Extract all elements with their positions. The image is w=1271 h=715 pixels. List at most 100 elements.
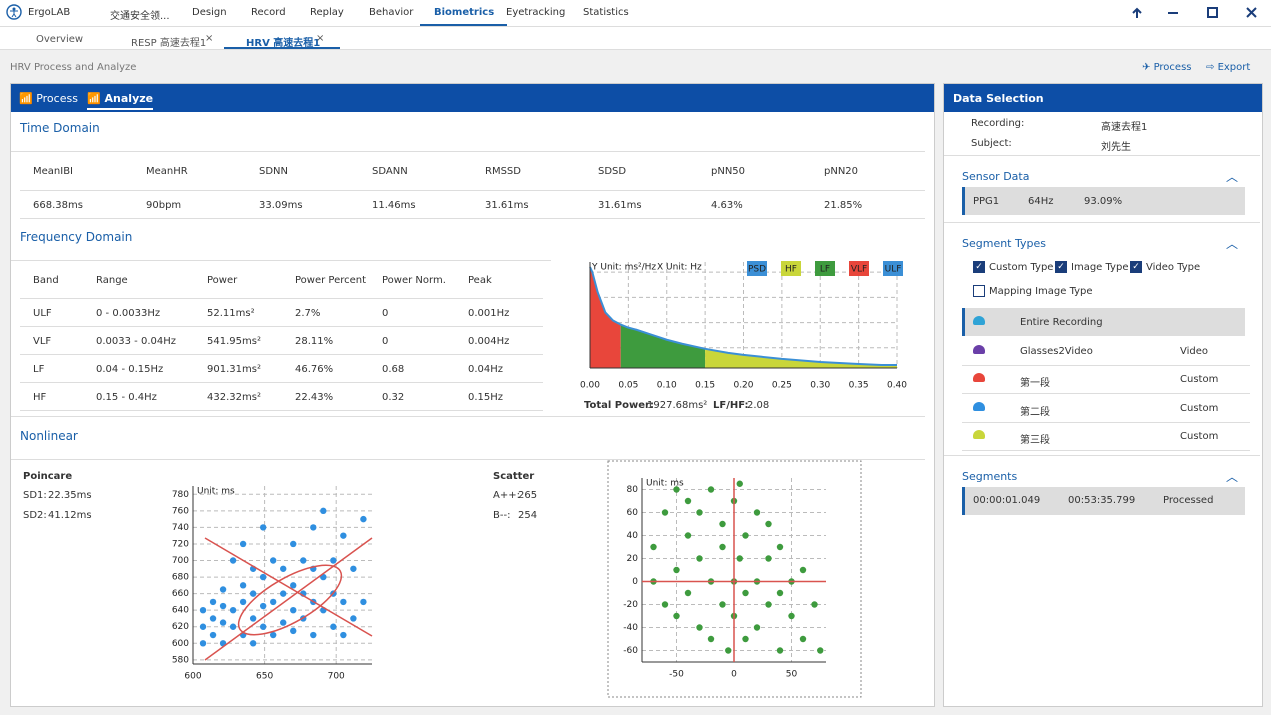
checkbox[interactable]: ✓ <box>1055 261 1067 273</box>
export-action[interactable]: ⇨ Export <box>1206 62 1251 73</box>
nav-item[interactable]: Eyetracking <box>506 7 566 18</box>
point <box>696 555 703 562</box>
column-header: SDNN <box>259 166 289 177</box>
checkbox[interactable]: ✓ <box>973 261 985 273</box>
stat-label: A++: <box>493 490 520 501</box>
tab-close[interactable]: × <box>205 33 214 44</box>
checkbox[interactable]: ✓ <box>1130 261 1142 273</box>
legend-label: PSD <box>748 265 766 275</box>
point <box>330 557 337 564</box>
column-header: Range <box>96 275 128 286</box>
point <box>725 647 732 654</box>
point <box>249 640 257 647</box>
point <box>340 598 347 606</box>
label: Process <box>1153 62 1192 73</box>
point <box>799 635 807 643</box>
info-value: 高速去程1 <box>1101 122 1148 133</box>
x-tick-label: 0.05 <box>618 381 638 391</box>
y-tick-label: 0 <box>632 577 638 587</box>
nav-item[interactable]: Record <box>251 7 286 18</box>
nav-item[interactable]: Design <box>192 7 227 18</box>
point <box>776 647 784 654</box>
point <box>661 509 669 516</box>
point <box>269 631 277 639</box>
segment-name[interactable]: 第三段 <box>1020 435 1050 446</box>
segment-name[interactable]: Entire Recording <box>1020 317 1103 328</box>
stat-value: 41.12ms <box>48 510 92 521</box>
checkbox[interactable] <box>973 285 985 297</box>
section-title: Sensor Data <box>962 170 1030 183</box>
divider <box>962 364 1250 366</box>
tab[interactable]: RESP 高速去程1 <box>131 38 207 49</box>
point <box>229 557 237 564</box>
analyze-tab[interactable]: 📶 Analyze <box>87 92 154 110</box>
point <box>280 590 287 597</box>
point <box>360 598 367 606</box>
process-tab[interactable]: 📶 Process <box>19 92 78 105</box>
column-header: Band <box>33 275 59 286</box>
nav-item[interactable]: Replay <box>310 7 344 18</box>
segment-name[interactable]: 第二段 <box>1020 406 1050 418</box>
collapse[interactable]: ︿ <box>1226 170 1239 184</box>
point <box>300 557 307 564</box>
nav-item[interactable]: Statistics <box>583 7 629 18</box>
cell: 33.09ms <box>259 200 303 211</box>
window-controls[interactable] <box>1130 6 1265 20</box>
collapse[interactable]: ︿ <box>1226 237 1239 251</box>
segment-cell: Processed <box>1163 495 1214 506</box>
y-tick-label: -20 <box>623 600 638 610</box>
app-name: ErgoLAB <box>28 7 71 18</box>
panel-title: Data Selection <box>953 92 1044 105</box>
nav-item[interactable]: 交通安全领... <box>110 11 170 22</box>
point <box>219 602 227 610</box>
label: Process <box>36 92 78 105</box>
y-tick-label: -60 <box>623 646 638 656</box>
cell: 0.001Hz <box>468 308 510 319</box>
legend-label: HF <box>785 265 797 275</box>
point <box>696 624 703 631</box>
point <box>199 623 207 630</box>
point <box>673 486 680 493</box>
segment-name[interactable]: Glasses2Video <box>1020 345 1093 357</box>
point <box>799 566 807 574</box>
cell: 0.15 - 0.4Hz <box>96 392 157 403</box>
analysis-panel: 📶 Process 📶 Analyze <box>10 83 935 707</box>
point <box>753 509 761 516</box>
chart-title: Poincare <box>23 471 73 482</box>
point <box>330 623 337 630</box>
point <box>280 565 287 572</box>
divider <box>20 218 925 219</box>
tab[interactable]: Overview <box>36 34 84 45</box>
segment-cell: 00:53:35.799 <box>1068 495 1136 506</box>
checkbox-label: Mapping Image Type <box>989 286 1093 297</box>
legend-label: ULF <box>885 265 902 275</box>
cell: ULF <box>33 308 52 319</box>
tab-close[interactable]: × <box>316 33 325 44</box>
legend-label: VLF <box>851 265 867 275</box>
process-action[interactable]: ✈ Process <box>1142 62 1192 73</box>
point <box>719 601 726 608</box>
unit: Unit: ms <box>197 487 235 497</box>
divider <box>20 382 543 383</box>
nav-item[interactable]: Biometrics <box>434 7 495 18</box>
collapse[interactable]: ︿ <box>1226 470 1239 484</box>
column-header: SDSD <box>598 166 627 177</box>
nav-item[interactable]: Behavior <box>369 7 414 18</box>
cell: 46.76% <box>295 364 334 375</box>
y-tick-label: 680 <box>172 573 189 583</box>
point <box>290 540 297 548</box>
total-power-label: Total Power: <box>584 400 654 411</box>
divider <box>20 298 543 299</box>
point <box>719 520 726 528</box>
segment-name[interactable]: 第一段 <box>1020 378 1050 389</box>
point <box>259 623 267 630</box>
point <box>817 647 824 654</box>
divider <box>224 47 340 49</box>
y-tick-label: -40 <box>623 623 638 633</box>
cell: VLF <box>33 336 52 347</box>
total-power: 1927.68ms² <box>647 400 708 411</box>
y-tick-label: 700 <box>172 556 189 566</box>
x-tick-label: 0.20 <box>733 381 753 391</box>
cell: 31.61ms <box>485 200 529 211</box>
tab[interactable]: HRV 高速去程1 <box>246 38 321 49</box>
